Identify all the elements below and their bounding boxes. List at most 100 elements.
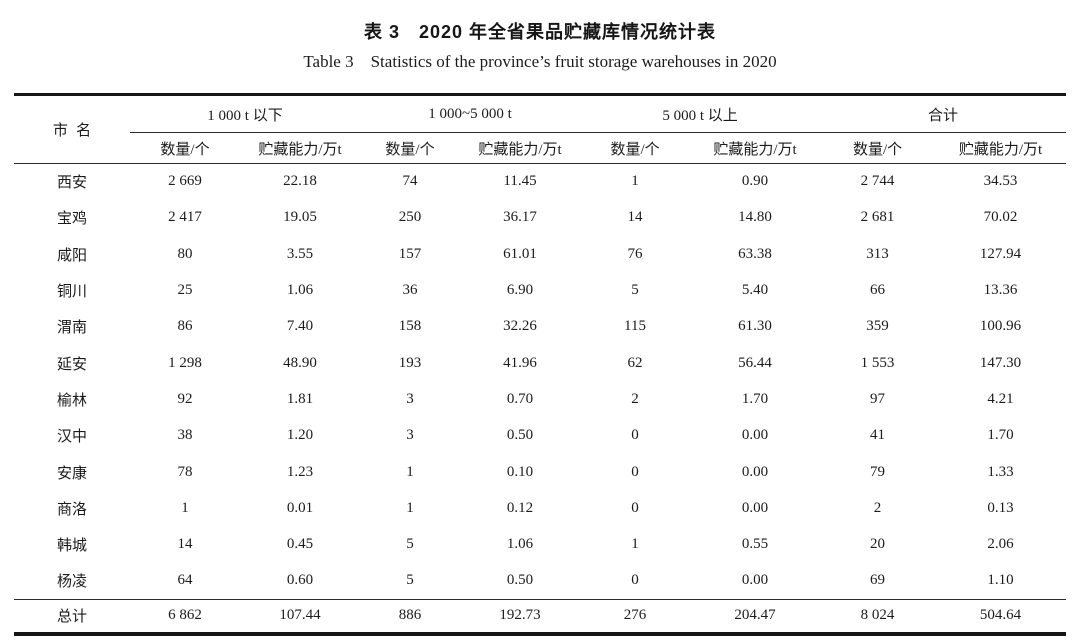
value-cell: 0.60 <box>286 572 314 589</box>
table-row: 西安 2 669 22.18 74 11.45 1 0.90 2 744 34.53 <box>14 164 1066 200</box>
table-header: 市名 1 000 t 以下 1 000~5 000 t 5 000 t 以上 合… <box>14 94 1067 164</box>
value-cell: 193 <box>398 354 422 371</box>
value-cell: 3 <box>406 390 414 407</box>
value-cell: 64 <box>177 572 193 589</box>
value-cell: 62 <box>627 354 643 371</box>
value-cell: 0.13 <box>987 499 1014 516</box>
value-cell: 0.01 <box>286 499 314 516</box>
value-cell: 69 <box>870 572 886 589</box>
value-cell: 1.70 <box>987 427 1014 444</box>
value-cell: 1.81 <box>286 390 314 407</box>
value-cell: 0.45 <box>286 536 314 553</box>
value-cell: 1 <box>181 499 189 516</box>
value-cell: 36.17 <box>503 209 537 226</box>
column-header-city: 市名 <box>14 94 130 164</box>
value-cell: 0.50 <box>506 427 534 444</box>
value-cell: 0 <box>631 572 639 589</box>
column-header-capacity: 贮藏能力/万t <box>460 132 581 164</box>
city-cell: 宝鸡 <box>56 211 87 228</box>
value-cell: 11.45 <box>503 173 537 190</box>
value-cell: 5 <box>406 572 414 589</box>
value-cell: 886 <box>360 598 461 635</box>
value-cell: 1.70 <box>741 390 769 407</box>
city-cell: 渭南 <box>56 320 87 337</box>
city-cell: 安康 <box>56 465 87 482</box>
table-row: 渭南 86 7.40 158 32.26 115 61.30 359 100.96 <box>14 309 1066 345</box>
value-cell: 2 <box>631 390 639 407</box>
value-cell: 6 862 <box>130 598 240 635</box>
table-body: 西安 2 669 22.18 74 11.45 1 0.90 2 744 34.53 宝鸡 2 41… <box>14 164 1067 635</box>
value-cell: 56.44 <box>738 354 772 371</box>
value-cell: 32.26 <box>503 318 537 335</box>
value-cell: 14.80 <box>738 209 772 226</box>
value-cell: 359 <box>866 318 889 335</box>
value-cell: 5 <box>406 536 414 553</box>
value-cell: 204.47 <box>690 598 821 635</box>
value-cell: 100.96 <box>979 318 1022 335</box>
value-cell: 14 <box>627 209 643 226</box>
value-cell: 5 <box>631 282 639 299</box>
value-cell: 0.12 <box>506 499 534 516</box>
value-cell: 97 <box>870 390 886 407</box>
value-cell: 1.10 <box>987 572 1014 589</box>
value-cell: 22.18 <box>283 173 317 190</box>
value-cell: 1.06 <box>286 282 314 299</box>
value-cell: 25 <box>177 282 193 299</box>
value-cell: 79 <box>870 463 886 480</box>
value-cell: 86 <box>177 318 193 335</box>
city-cell: 韩城 <box>56 538 87 555</box>
city-cell: 榆林 <box>56 392 87 409</box>
city-cell: 杨凌 <box>56 574 87 591</box>
column-header-count: 数量/个 <box>130 132 240 164</box>
value-cell: 2 669 <box>168 173 202 190</box>
table-row: 榆林 92 1.81 3 0.70 2 1.70 97 4.21 <box>14 381 1066 417</box>
value-cell: 157 <box>398 245 422 262</box>
value-cell: 0.55 <box>741 536 769 553</box>
sub-header-row: 数量/个 贮藏能力/万t 数量/个 贮藏能力/万t 数量/个 贮藏能力/万t 数… <box>14 132 1067 164</box>
value-cell: 38 <box>177 427 193 444</box>
column-group-over-5000t: 5 000 t 以上 <box>580 94 821 133</box>
fruit-storage-table: 市名 1 000 t 以下 1 000~5 000 t 5 000 t 以上 合… <box>14 93 1067 637</box>
value-cell: 1 553 <box>860 354 895 371</box>
value-cell: 0.10 <box>506 463 534 480</box>
value-cell: 0.00 <box>741 499 769 516</box>
value-cell: 2 744 <box>860 173 895 190</box>
value-cell: 0.00 <box>741 427 769 444</box>
column-header-capacity: 贮藏能力/万t <box>240 132 361 164</box>
group-header-row: 市名 1 000 t 以下 1 000~5 000 t 5 000 t 以上 合… <box>14 94 1067 164</box>
value-cell: 147.30 <box>979 354 1022 371</box>
value-cell: 504.64 <box>935 598 1067 635</box>
value-cell: 0 <box>631 463 639 480</box>
value-cell: 7.40 <box>286 318 314 335</box>
value-cell: 1 <box>406 463 414 480</box>
value-cell: 92 <box>177 390 193 407</box>
table-row: 延安 1 298 48.90 193 41.96 62 56.44 1 553 147.30 <box>14 345 1066 381</box>
city-cell: 商洛 <box>56 501 87 518</box>
value-cell: 1 <box>406 499 414 516</box>
column-group-under-1000t: 1 000 t 以下 <box>130 94 361 133</box>
value-cell: 14 <box>177 536 193 553</box>
value-cell: 0.90 <box>741 173 769 190</box>
table-row: 商洛 1 0.01 1 0.12 0 0.00 2 0.13 <box>14 490 1066 526</box>
city-cell: 西安 <box>56 175 87 192</box>
value-cell: 250 <box>398 209 422 226</box>
value-cell: 127.94 <box>979 245 1022 262</box>
value-cell: 3 <box>406 427 414 444</box>
value-cell: 41.96 <box>503 354 537 371</box>
value-cell: 1 <box>631 173 639 190</box>
value-cell: 41 <box>870 427 886 444</box>
value-cell: 70.02 <box>983 209 1018 226</box>
table-row: 汉中 38 1.20 3 0.50 0 0.00 41 1.70 <box>14 418 1066 454</box>
value-cell: 0.00 <box>741 572 769 589</box>
value-cell: 74 <box>402 173 418 190</box>
table-caption-zh: 表 3 2020 年全省果品贮藏库情况统计表 <box>363 22 717 42</box>
value-cell: 158 <box>398 318 422 335</box>
value-cell: 63.38 <box>738 245 772 262</box>
value-cell: 0.50 <box>506 572 534 589</box>
value-cell: 1 <box>631 536 639 553</box>
value-cell: 2.06 <box>987 536 1014 553</box>
value-cell: 4.21 <box>987 390 1014 407</box>
value-cell: 61.01 <box>503 245 537 262</box>
value-cell: 66 <box>870 282 886 299</box>
value-cell: 19.05 <box>283 209 317 226</box>
